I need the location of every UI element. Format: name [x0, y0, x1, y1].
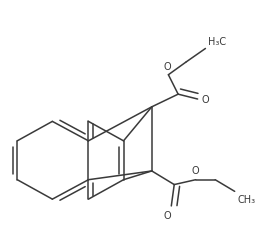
- Text: H₃C: H₃C: [208, 37, 226, 47]
- Text: O: O: [202, 94, 209, 105]
- Text: O: O: [163, 62, 171, 72]
- Text: O: O: [164, 210, 171, 220]
- Text: CH₃: CH₃: [237, 194, 255, 204]
- Text: O: O: [192, 165, 199, 175]
